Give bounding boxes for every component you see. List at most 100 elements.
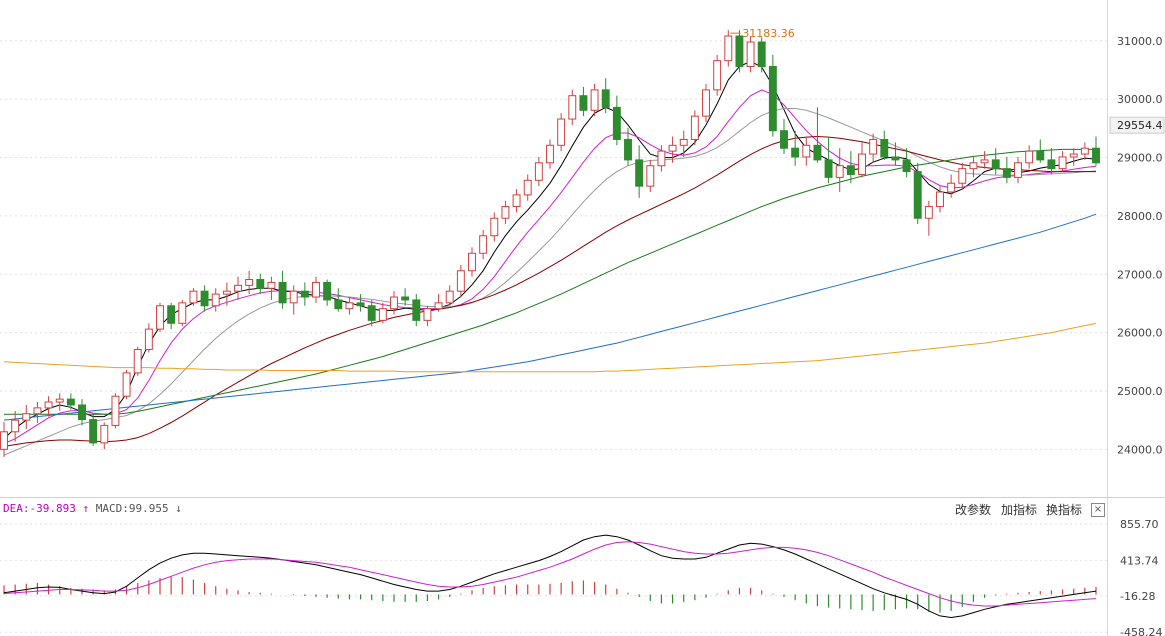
candle-body (312, 281, 320, 298)
candle-body (456, 270, 465, 292)
moving-average-line-5 (4, 148, 1096, 415)
moving-average-line-2 (3, 89, 1097, 444)
candle-body (156, 305, 164, 330)
candle (612, 95, 621, 146)
candle-body (512, 194, 521, 208)
macd-down-arrow-icon: ↓ (175, 502, 182, 515)
moving-average-line-4 (3, 135, 1096, 447)
macd-value: MACD:99.955 (95, 502, 169, 515)
current-price-label: 29554.4 (1117, 119, 1163, 132)
candle (100, 422, 109, 450)
candle-body (702, 89, 710, 117)
candle (44, 396, 53, 417)
candle (534, 156, 543, 187)
candle-body (635, 159, 644, 187)
candle-body (245, 279, 254, 286)
candle-body (980, 159, 989, 164)
candle-body (813, 144, 822, 161)
candle-body (568, 95, 577, 120)
candle-body (612, 106, 621, 140)
candle-body (746, 41, 755, 68)
candle-body (44, 401, 53, 409)
candle-body (445, 290, 454, 304)
candle (144, 323, 153, 353)
candle (679, 130, 688, 157)
candle (768, 54, 777, 137)
candle-body (869, 138, 878, 155)
candle-body (89, 419, 98, 444)
high-annotation-label: 31183.36 (742, 27, 795, 40)
candle-body (523, 179, 532, 196)
candle (66, 393, 75, 410)
candle (579, 86, 588, 117)
candle-body (924, 206, 933, 219)
candle (434, 294, 443, 312)
candle (813, 107, 822, 163)
candle (401, 288, 410, 306)
candle-body (300, 290, 309, 298)
candle (958, 162, 967, 190)
candle (1080, 142, 1089, 160)
candle (635, 145, 644, 198)
change-params-button[interactable]: 改参数 (955, 503, 992, 517)
candle-body (1080, 147, 1089, 155)
macd-y-tick-label: 855.70 (1120, 518, 1159, 531)
candle-body (880, 138, 889, 158)
candle (55, 393, 64, 411)
candle-body (657, 150, 666, 167)
candle (89, 414, 98, 446)
candle (869, 133, 878, 163)
candle (891, 142, 900, 166)
candle (936, 186, 944, 213)
candle-body (835, 165, 844, 178)
candle-body (534, 162, 543, 181)
candle (757, 37, 766, 73)
candle (1014, 156, 1022, 184)
candle-body (791, 147, 800, 158)
candle (334, 288, 343, 312)
current-price-box (1109, 116, 1165, 134)
candle-body (144, 328, 153, 351)
candle-body (278, 281, 287, 304)
candle (412, 294, 421, 327)
candle (378, 302, 387, 324)
switch-indicator-button[interactable]: 换指标 (1046, 503, 1083, 517)
candle (546, 139, 554, 169)
candle (167, 302, 176, 330)
candle (11, 410, 20, 442)
close-icon[interactable]: × (1091, 503, 1105, 517)
candle-body (0, 431, 8, 450)
candle (746, 36, 755, 73)
macd-y-tick-label: -16.28 (1120, 590, 1155, 603)
candle (289, 285, 298, 315)
candle (111, 393, 120, 429)
candle (189, 288, 198, 306)
candle-body (468, 252, 476, 272)
candle-body (412, 299, 421, 321)
candle-body (200, 290, 209, 307)
macd-dea-line (3, 541, 1097, 607)
candle (211, 288, 220, 312)
candle-body (501, 206, 510, 219)
candle (423, 305, 432, 327)
candle-body (735, 35, 744, 68)
candle-body (802, 144, 811, 158)
macd-dif-line (3, 534, 1097, 619)
candle (367, 299, 376, 327)
candle (724, 30, 733, 67)
candle-body (234, 284, 242, 292)
candle-body (178, 302, 187, 324)
main-y-tick-label: 24000.0 (1117, 443, 1163, 456)
candle-body (690, 115, 699, 140)
candle-body (958, 168, 967, 184)
candle-body (133, 349, 142, 374)
candle-body (167, 305, 176, 324)
candle-body (713, 60, 722, 91)
candle (835, 148, 844, 192)
candle-body (1025, 150, 1034, 164)
candle-body (1047, 159, 1056, 170)
main-y-tick-label: 26000.0 (1117, 327, 1163, 340)
add-indicator-button[interactable]: 加指标 (1001, 503, 1038, 517)
